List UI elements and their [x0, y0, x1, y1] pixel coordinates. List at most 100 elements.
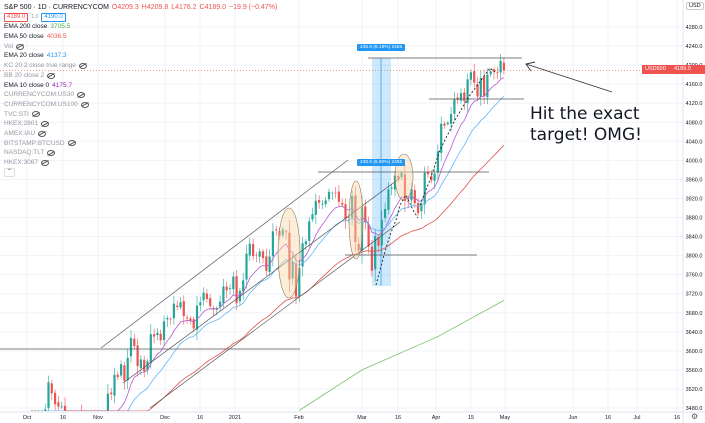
- indicator-row[interactable]: CURRENCYCOM:US30: [4, 90, 277, 100]
- indicator-row[interactable]: BITSTAMP:BTCUSD: [4, 139, 277, 149]
- candle-body: [479, 77, 482, 97]
- candle-body: [469, 72, 472, 80]
- eye-hidden-icon[interactable]: [77, 92, 86, 99]
- candle-body: [459, 93, 463, 101]
- candle-body: [252, 244, 255, 257]
- candle-body: [139, 359, 142, 368]
- arrow-head-icon: [525, 61, 536, 72]
- eye-hidden-icon[interactable]: [38, 130, 47, 137]
- candle-body: [232, 276, 235, 290]
- x-tick-label: 16: [605, 415, 611, 421]
- candle-body: [400, 172, 403, 178]
- indicator-name: NASDAQ:TLT: [4, 149, 45, 157]
- indicator-row[interactable]: KC 20 2 close true range: [4, 61, 277, 71]
- indicator-row[interactable]: EMA 50 close 4036.5: [4, 32, 277, 42]
- currency-button[interactable]: USD: [686, 2, 704, 10]
- x-tick-label: 16: [197, 415, 203, 421]
- collapse-legend-button[interactable]: ⌃: [4, 168, 15, 178]
- indicator-value: 4137.3: [46, 52, 67, 60]
- x-tick-label: Jul: [633, 415, 640, 421]
- highlight-ellipse[interactable]: [277, 207, 301, 299]
- x-tick-label: Mar: [357, 415, 367, 421]
- y-tick-label: 3920.0: [686, 196, 703, 202]
- eye-hidden-icon[interactable]: [67, 140, 76, 147]
- indicator-row[interactable]: BB 20 close 2: [4, 71, 277, 81]
- indicator-row[interactable]: AMEX:IAU: [4, 129, 277, 139]
- y-tick-label: 3760.0: [686, 273, 703, 279]
- measure-label-top: 245.5 (6.19%) 2455: [357, 44, 406, 51]
- x-tick-label: Nov: [93, 415, 103, 421]
- indicator-name: BITSTAMP:BTCUSD: [4, 139, 65, 147]
- eye-hidden-icon[interactable]: [40, 121, 49, 128]
- projection-path-dashed[interactable]: [419, 67, 496, 206]
- indicator-row[interactable]: NASDAQ:TLT: [4, 148, 277, 158]
- candle-body: [450, 114, 453, 124]
- y-tick-label: 3480.0: [686, 406, 703, 412]
- sell-button[interactable]: 4189.0: [4, 13, 29, 23]
- x-tick-label: 16: [60, 415, 66, 421]
- buy-button[interactable]: 4190.0: [41, 13, 66, 23]
- x-tick-label: Jun: [569, 415, 578, 421]
- symbol-header: S&P 500 · 1D · CURRENCYCOM O4209.3 H4209…: [4, 3, 277, 13]
- candle-body: [453, 99, 456, 114]
- candle-body: [321, 203, 324, 205]
- candle-body: [413, 190, 416, 204]
- y-tick-label: 3600.0: [686, 349, 703, 355]
- symbol-title[interactable]: S&P 500 · 1D · CURRENCYCOM: [4, 4, 109, 11]
- candle-body: [291, 261, 294, 279]
- annotation-text[interactable]: Hit the exact target! OMG!: [530, 104, 642, 146]
- candle-body: [156, 332, 159, 336]
- candle-body: [324, 200, 327, 205]
- trade-buttons: 4189.0 1.0 4190.0: [4, 13, 277, 23]
- candle-body: [37, 410, 40, 411]
- indicator-name: CURRENCYCOM:US30: [4, 91, 75, 99]
- candle-body: [189, 318, 192, 321]
- candle-body: [446, 122, 449, 125]
- candle-body: [54, 392, 57, 405]
- candle-body: [258, 251, 261, 257]
- candle-body: [354, 195, 357, 242]
- candle-body: [357, 243, 360, 251]
- candle-body: [34, 410, 37, 411]
- indicator-name: BB 20 close 2: [4, 71, 45, 79]
- indicator-row[interactable]: CURRENCYCOM:US100: [4, 100, 277, 110]
- indicator-row[interactable]: EMA 10 close 0 4175.7: [4, 81, 277, 91]
- eye-hidden-icon[interactable]: [47, 72, 56, 79]
- indicator-row[interactable]: Vol: [4, 42, 277, 52]
- indicator-row[interactable]: TVC:STI: [4, 110, 277, 120]
- candle-body: [443, 123, 446, 126]
- indicator-row[interactable]: HKEX:3067: [4, 158, 277, 168]
- settings-gear-icon[interactable]: ⚙: [691, 412, 699, 421]
- annotation-arrow[interactable]: [525, 63, 613, 93]
- candle-body: [314, 200, 317, 215]
- eye-hidden-icon[interactable]: [47, 150, 56, 157]
- eye-hidden-icon[interactable]: [40, 159, 49, 166]
- eye-hidden-icon[interactable]: [80, 101, 89, 108]
- candle-body: [417, 202, 420, 214]
- candle-body: [195, 305, 199, 330]
- candle-body: [281, 229, 284, 236]
- candle-body: [106, 393, 109, 411]
- eye-hidden-icon[interactable]: [31, 111, 40, 118]
- candle-body: [265, 256, 268, 271]
- ema10-line: [45, 77, 505, 411]
- ohlc-close: C4189.0: [199, 4, 227, 11]
- candle-body: [199, 302, 202, 306]
- annotation-line-2: target! OMG!: [530, 125, 642, 145]
- projection-path-dashed[interactable]: [375, 194, 419, 286]
- eye-hidden-icon[interactable]: [78, 62, 87, 69]
- candle-body: [40, 410, 43, 411]
- indicator-row[interactable]: EMA 20 close 4137.3: [4, 51, 277, 61]
- indicator-row[interactable]: EMA 200 close 3705.5: [4, 22, 277, 32]
- indicator-row[interactable]: HKEX:2801: [4, 119, 277, 129]
- eye-hidden-icon[interactable]: [16, 43, 25, 50]
- y-tick-label: 3680.0: [686, 311, 703, 317]
- candle-body: [327, 191, 331, 200]
- channel-upper-line[interactable]: [100, 159, 349, 349]
- highlight-ellipse[interactable]: [348, 180, 364, 260]
- channel-lower-line[interactable]: [149, 221, 401, 409]
- candle-body: [311, 214, 314, 220]
- candle-body: [261, 251, 265, 258]
